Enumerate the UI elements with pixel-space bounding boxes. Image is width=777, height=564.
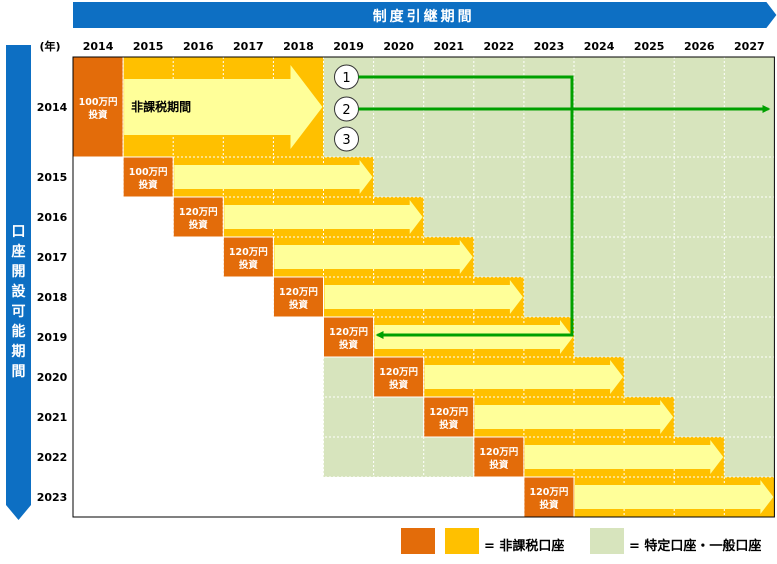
- row-year-2017: 2017: [37, 251, 68, 264]
- year-unit-label: (年): [39, 39, 60, 53]
- investment-box-border: [473, 436, 525, 478]
- tax-free-arrow-2018: [324, 280, 523, 314]
- investment-box-2022: [473, 437, 524, 477]
- tax-free-arrow-2021: [474, 400, 674, 434]
- option-circle-3: [334, 126, 359, 152]
- tax-free-period-label: 非課税期間: [131, 99, 191, 114]
- investment-label-2021-line2: 投資: [439, 419, 459, 431]
- option-number-2: 2: [342, 103, 350, 118]
- row-year-2023: 2023: [37, 491, 68, 504]
- column-year-2025: 2025: [634, 40, 665, 53]
- column-year-2022: 2022: [484, 40, 515, 53]
- flow-arrow-option-1: [358, 75, 574, 339]
- legend-taxable-label: = 特定口座・一般口座: [629, 539, 762, 554]
- column-year-2017: 2017: [233, 40, 264, 53]
- investment-label-2017: 120万円: [229, 247, 268, 258]
- investment-label-2023: 120万円: [530, 487, 569, 498]
- column-year-2023: 2023: [534, 40, 565, 53]
- investment-label-2018: 120万円: [279, 287, 318, 298]
- investment-label-2016: 120万円: [179, 207, 218, 218]
- side-header-char: 間: [12, 364, 26, 380]
- tax-free-arrow-2017: [274, 240, 473, 274]
- side-header-char: 座: [12, 243, 26, 260]
- column-year-2020: 2020: [383, 40, 414, 53]
- side-header-char: 期: [12, 344, 26, 360]
- investment-box-border: [122, 156, 174, 198]
- column-year-2018: 2018: [283, 40, 314, 53]
- column-year-2014: 2014: [83, 40, 114, 53]
- investment-label-2022-line2: 投資: [489, 459, 509, 471]
- grid-border: [72, 56, 775, 518]
- investment-box-border: [423, 396, 475, 438]
- side-header-char: 口: [12, 224, 26, 240]
- header-banner: [73, 2, 777, 28]
- option-number-3: 3: [342, 133, 350, 148]
- investment-label-2019: 120万円: [329, 327, 368, 338]
- column-year-2027: 2027: [734, 40, 765, 53]
- investment-box-2014: [73, 57, 124, 157]
- investment-box-2018: [273, 277, 324, 317]
- side-header-char: 設: [12, 283, 27, 300]
- row-year-2021: 2021: [37, 411, 68, 424]
- row-year-2018: 2018: [37, 291, 68, 304]
- investment-label-2019-line2: 投資: [339, 339, 359, 351]
- investment-label-2018-line2: 投資: [289, 299, 309, 311]
- investment-box-2016: [173, 197, 224, 237]
- investment-label-2022: 120万円: [479, 447, 518, 458]
- investment-label-2020: 120万円: [379, 367, 418, 378]
- side-header-char: 能: [12, 323, 26, 340]
- tax-free-arrow-2022: [524, 440, 724, 474]
- option-number-1: 1: [342, 71, 350, 86]
- investment-box-border: [222, 236, 274, 278]
- row-year-2022: 2022: [37, 451, 68, 464]
- row-year-2015: 2015: [37, 171, 68, 184]
- investment-label-2014: 100万円: [79, 97, 118, 108]
- legend-green-swatch: [590, 528, 624, 554]
- investment-label-2015-line2: 投資: [139, 179, 159, 191]
- investment-label-2015: 100万円: [129, 167, 168, 178]
- legend-orange-swatch: [401, 528, 435, 554]
- investment-box-border: [373, 356, 425, 398]
- investment-label-2020-line2: 投資: [389, 379, 409, 391]
- column-year-2024: 2024: [584, 40, 615, 53]
- investment-label-2017-line2: 投資: [239, 259, 259, 271]
- investment-box-border: [172, 196, 224, 238]
- legend-tax-free-label: = 非課税口座: [484, 539, 565, 554]
- row-year-2020: 2020: [37, 371, 68, 384]
- investment-box-2021: [423, 397, 474, 437]
- tax-free-arrow-2015: [174, 160, 373, 194]
- investment-box-border: [323, 316, 375, 358]
- row-year-2014: 2014: [37, 101, 68, 114]
- investment-box-2017: [223, 237, 274, 277]
- legend-yellow-swatch: [445, 528, 479, 554]
- tax-free-arrow-2016: [224, 200, 423, 234]
- investment-label-2021: 120万円: [429, 407, 468, 418]
- investment-label-2023-line2: 投資: [539, 499, 559, 511]
- side-header-char: 可: [12, 304, 26, 320]
- tax-free-arrow-2019: [374, 320, 573, 354]
- investment-box-2015: [123, 157, 174, 197]
- investment-box-2020: [373, 357, 424, 397]
- column-year-2026: 2026: [684, 40, 715, 53]
- column-year-2015: 2015: [133, 40, 164, 53]
- side-header-char: 開: [12, 264, 26, 280]
- tax-free-arrow-2023: [575, 480, 774, 514]
- column-year-2019: 2019: [333, 40, 364, 53]
- tax-free-arrow-2020: [424, 360, 624, 394]
- investment-box-border: [272, 276, 324, 318]
- tax-free-arrow-2014: [124, 65, 323, 149]
- investment-box-2023: [523, 477, 574, 517]
- column-year-2016: 2016: [183, 40, 214, 53]
- row-year-2016: 2016: [37, 211, 68, 224]
- side-banner: [6, 45, 31, 520]
- investment-box-2019: [323, 317, 374, 357]
- investment-label-2014-line2: 投資: [89, 109, 109, 121]
- header-title: 制度引継期間: [373, 8, 475, 25]
- row-year-2019: 2019: [37, 331, 68, 344]
- column-year-2021: 2021: [433, 40, 464, 53]
- investment-label-2016-line2: 投資: [189, 219, 209, 231]
